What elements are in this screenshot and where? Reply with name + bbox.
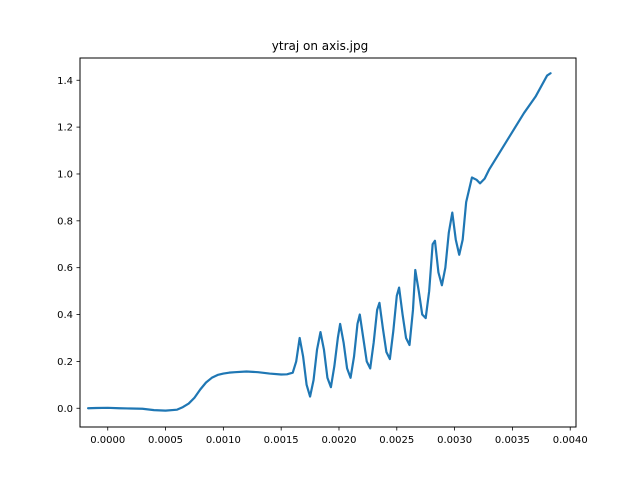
axes-frame xyxy=(79,57,577,428)
x-tick-label: 0.0035 xyxy=(495,435,530,446)
plot-background xyxy=(80,58,576,427)
y-tick-label: 0.6 xyxy=(57,263,73,274)
x-tick-label: 0.0020 xyxy=(321,435,356,446)
series-line-0 xyxy=(86,72,552,412)
y-tick-label: 0.2 xyxy=(57,357,73,368)
x-tick-label: 0.0040 xyxy=(553,435,588,446)
chart-title: ytraj on axis.jpg xyxy=(272,39,368,53)
y-tick-label: 0.8 xyxy=(57,216,73,227)
y-axis: 0.0 0.2 0.4 0.6 0.8 1.0 1.2 1.4 xyxy=(57,76,80,415)
x-tick-label: 0.0025 xyxy=(379,435,414,446)
x-tick-label: 0.0010 xyxy=(206,435,241,446)
y-tick-label: 1.2 xyxy=(57,123,73,134)
y-tick-label: 1.0 xyxy=(57,169,73,180)
data-layer xyxy=(86,72,552,412)
x-axis: 0.0000 0.0005 0.0010 0.0015 0.0020 0.0025 0.00… xyxy=(90,427,588,446)
x-tick-label: 0.0015 xyxy=(264,435,299,446)
y-tick-label: 1.4 xyxy=(57,76,73,87)
x-tick-label: 0.0030 xyxy=(437,435,472,446)
y-tick-label: 0.0 xyxy=(57,404,73,415)
x-tick-label: 0.0000 xyxy=(90,435,125,446)
plot-area xyxy=(80,58,576,427)
y-tick-label: 0.4 xyxy=(57,310,73,321)
x-tick-label: 0.0005 xyxy=(148,435,183,446)
